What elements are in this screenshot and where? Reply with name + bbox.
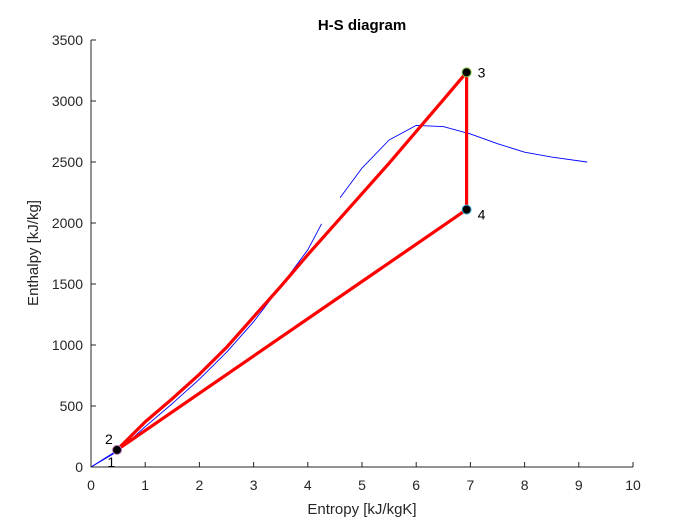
y-tick-label: 2500	[52, 154, 83, 170]
data-point-markers: 1 2 3 4	[105, 64, 486, 470]
point-label-2: 2	[105, 431, 113, 447]
point-label-3: 3	[478, 64, 486, 80]
x-tick-label: 8	[521, 477, 529, 493]
x-tick-label: 1	[141, 477, 149, 493]
x-tick-label: 7	[467, 477, 475, 493]
point-label-1: 1	[107, 454, 115, 470]
point-marker-4	[461, 204, 472, 215]
x-tick-label: 0	[87, 477, 95, 493]
y-tick-label: 1500	[52, 276, 83, 292]
x-axis-label: Entropy [kJ/kgK]	[307, 501, 416, 518]
series-cycle-4-1	[115, 208, 469, 452]
x-tick-label: 3	[250, 477, 258, 493]
y-tick-label: 3500	[52, 32, 83, 48]
x-tick-label: 4	[304, 477, 312, 493]
point-label-4: 4	[478, 207, 486, 223]
plot-lines	[90, 70, 588, 468]
series-cycle-2-3	[115, 70, 469, 452]
point-marker-2	[112, 444, 123, 455]
point-marker-3	[461, 67, 472, 78]
y-tick-label: 3000	[52, 93, 83, 109]
y-tick-label: 0	[75, 459, 83, 475]
x-tick-label: 9	[575, 477, 583, 493]
y-tick-label: 1000	[52, 337, 83, 353]
x-tick-label: 5	[358, 477, 366, 493]
series-saturation-dome-vapor	[339, 124, 588, 198]
y-axis-label: Enthalpy [kJ/kg]	[25, 200, 42, 306]
y-tick-label: 500	[60, 398, 84, 414]
y-tick-label: 2000	[52, 215, 83, 231]
x-tick-label: 6	[412, 477, 420, 493]
chart-title: H-S diagram	[318, 17, 406, 34]
x-tick-label: 10	[625, 477, 641, 493]
x-tick-label: 2	[196, 477, 204, 493]
series-saturation-dome-liquid	[90, 223, 322, 468]
